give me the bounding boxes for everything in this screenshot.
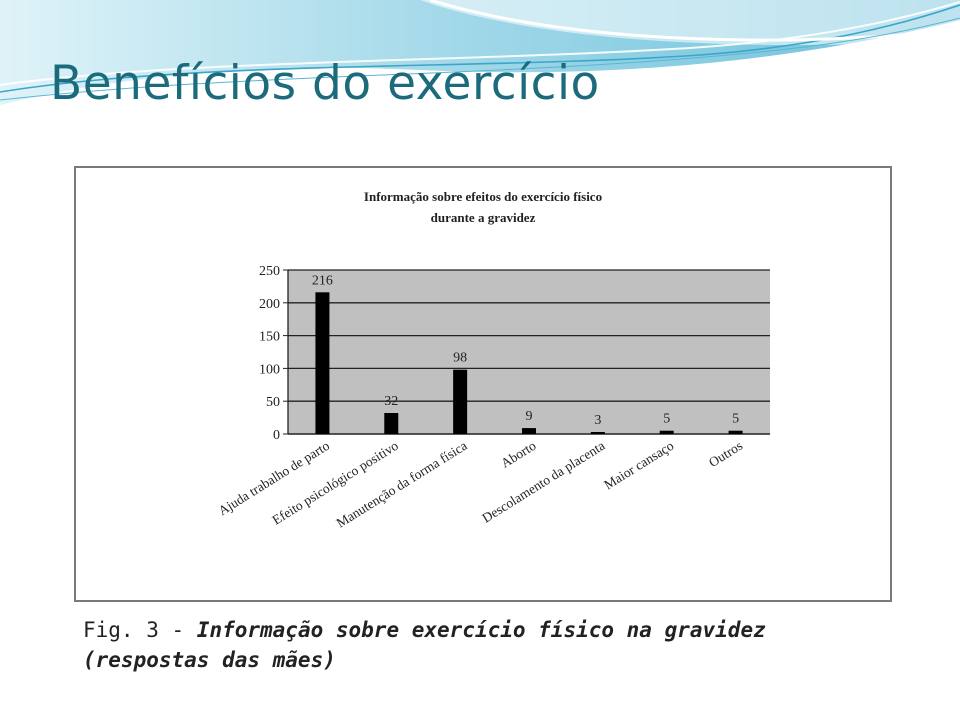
chart-title-line-2: durante a gravidez [430, 210, 536, 225]
figure-caption: Fig. 3 - Informação sobre exercício físi… [78, 605, 896, 693]
category-label: Descolamento da placenta [479, 438, 607, 526]
slide-title: Benefícios do exercício [50, 56, 600, 111]
y-tick-label: 50 [266, 395, 280, 410]
chart-title-line-1: Informação sobre efeitos do exercício fí… [363, 189, 603, 204]
y-tick-label: 150 [259, 330, 280, 345]
caption-prefix: Fig. 3 - [83, 618, 197, 642]
chart-frame: Informação sobre efeitos do exercício fí… [74, 166, 892, 602]
category-label: Efeito psicológico positivo [270, 438, 402, 528]
category-label: Ajuda trabalho de parto [216, 438, 333, 519]
data-label: 5 [732, 412, 739, 427]
y-tick-label: 100 [259, 362, 280, 377]
category-label: Outros [706, 438, 745, 470]
plot-area [288, 270, 770, 434]
bar [659, 430, 674, 434]
bar [522, 428, 536, 434]
header-wave-decoration [0, 0, 960, 105]
y-tick-label: 250 [259, 264, 280, 279]
bar [453, 369, 468, 434]
bar [590, 432, 605, 434]
data-label: 5 [663, 412, 670, 427]
data-label: 32 [384, 394, 398, 409]
y-tick-label: 0 [273, 428, 280, 443]
bar [315, 292, 330, 434]
category-label: Aborto [498, 438, 539, 471]
category-label: Manutenção da forma física [334, 438, 470, 531]
bar-chart: 0 50 100 150 200 250 216 Ajuda trabalho de part… [216, 264, 770, 531]
chart-title: Informação sobre efeitos do exercício fí… [76, 186, 890, 228]
y-tick-label: 200 [259, 297, 280, 312]
bar [728, 430, 743, 434]
data-label: 3 [594, 413, 601, 428]
data-label: 9 [526, 409, 533, 424]
caption-text: Informação sobre exercício físico na gra… [83, 618, 766, 672]
data-label: 216 [312, 273, 333, 288]
bar [384, 413, 399, 434]
category-label: Maior cansaço [601, 438, 676, 493]
data-label: 98 [453, 351, 467, 366]
